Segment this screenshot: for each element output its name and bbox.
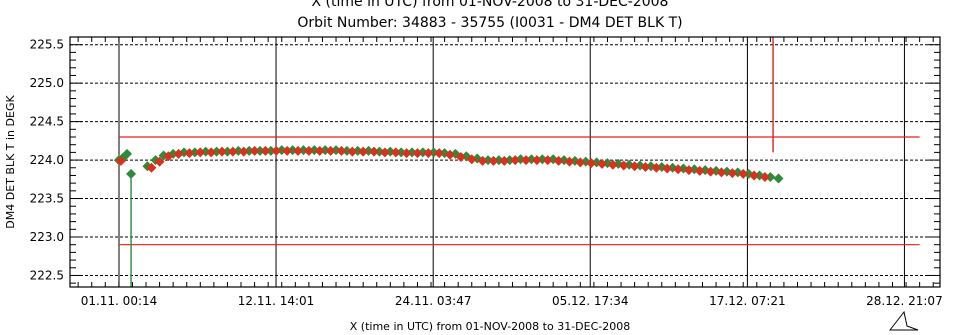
x-tick-label: 01.11. 00:14: [81, 294, 158, 308]
data-point: [564, 156, 575, 167]
y-tick-label: 224.5: [30, 115, 64, 129]
limit-lines: [118, 37, 920, 287]
data-point: [607, 159, 618, 170]
data-point: [379, 147, 390, 158]
data-point: [265, 145, 276, 156]
data-point: [401, 148, 412, 159]
data-point: [126, 168, 137, 179]
grid: [70, 37, 940, 287]
plot-frame: [69, 36, 941, 288]
data-point: [694, 165, 705, 176]
data-point: [122, 148, 133, 159]
data-point: [510, 155, 521, 166]
data-point: [217, 146, 228, 157]
data-point: [434, 148, 445, 159]
x-axis-label: X (time in UTC) from 01-NOV-2008 to 31-D…: [350, 320, 630, 333]
data-point: [390, 147, 401, 158]
axes: 222.5 223.0 223.5 224.0 224.5 225.0 225.5 01.11…: [30, 36, 943, 308]
data-point: [542, 155, 553, 166]
series-2: [115, 145, 770, 182]
x-tick-label: 17.12. 07:21: [709, 294, 786, 308]
data-point: [195, 147, 206, 158]
data-point: [553, 155, 564, 166]
data-point: [683, 165, 694, 176]
data-point: [445, 149, 456, 160]
data-point: [271, 145, 282, 156]
data-point: [293, 145, 304, 156]
data-point: [249, 145, 260, 156]
data-point: [336, 145, 347, 156]
data-point: [575, 157, 586, 168]
data-point: [115, 155, 126, 166]
data-point: [773, 173, 784, 184]
data-point: [358, 146, 369, 157]
chart-title-top: X (time in UTC) from 01-NOV-2008 to 31-D…: [312, 0, 669, 10]
data-point: [369, 146, 380, 157]
data-point: [146, 162, 157, 173]
data-point: [651, 162, 662, 173]
chart-title: Orbit Number: 34883 - 35755 (I0031 - DM4…: [297, 15, 682, 31]
data-point: [662, 163, 673, 174]
y-tick-label: 222.5: [30, 268, 64, 282]
data-point: [314, 145, 325, 156]
data-point: [716, 167, 727, 178]
y-tick-label: 225.0: [30, 76, 64, 90]
data-point: [738, 168, 749, 179]
data-point: [206, 147, 217, 158]
x-tick-label: 24.11. 03:47: [395, 294, 472, 308]
data-point: [238, 146, 249, 157]
data-point: [749, 170, 760, 181]
data-point: [255, 145, 266, 156]
data-point: [260, 145, 271, 156]
data-point: [347, 146, 358, 157]
data-point: [303, 145, 314, 156]
compass-logo-icon: [888, 310, 919, 331]
data-series: [113, 145, 784, 184]
data-point: [423, 148, 434, 159]
data-point: [531, 155, 542, 166]
data-point: [466, 154, 477, 165]
y-tick-label: 225.5: [30, 38, 64, 52]
x-tick-label: 12.11. 14:01: [238, 294, 315, 308]
data-point: [282, 145, 293, 156]
data-point: [499, 155, 510, 166]
y-axis-label: DM4 DET BLK T in DEGK: [4, 95, 17, 229]
data-point: [759, 172, 770, 182]
x-tick-label: 28.12. 21:07: [866, 294, 943, 308]
data-point: [163, 151, 174, 162]
data-point: [488, 155, 499, 166]
data-point: [586, 158, 597, 169]
data-point: [477, 155, 488, 166]
data-point: [222, 146, 233, 157]
data-point: [640, 162, 651, 172]
y-tick-label: 223.5: [30, 192, 64, 206]
data-point: [173, 148, 184, 159]
data-point: [727, 168, 738, 179]
x-tick-label: 05.12. 17:34: [552, 294, 629, 308]
data-point: [455, 152, 466, 162]
data-point: [673, 164, 684, 175]
y-tick-label: 223.0: [30, 230, 64, 244]
data-point: [629, 161, 640, 172]
data-point: [227, 146, 238, 157]
data-point: [618, 160, 629, 171]
data-point: [184, 148, 195, 159]
data-point: [521, 155, 532, 166]
data-point: [412, 148, 423, 159]
y-tick-label: 224.0: [30, 153, 64, 167]
data-point: [325, 145, 336, 156]
data-point: [597, 158, 608, 169]
data-point: [705, 166, 716, 177]
data-point: [154, 156, 165, 167]
data-point: [765, 172, 776, 182]
